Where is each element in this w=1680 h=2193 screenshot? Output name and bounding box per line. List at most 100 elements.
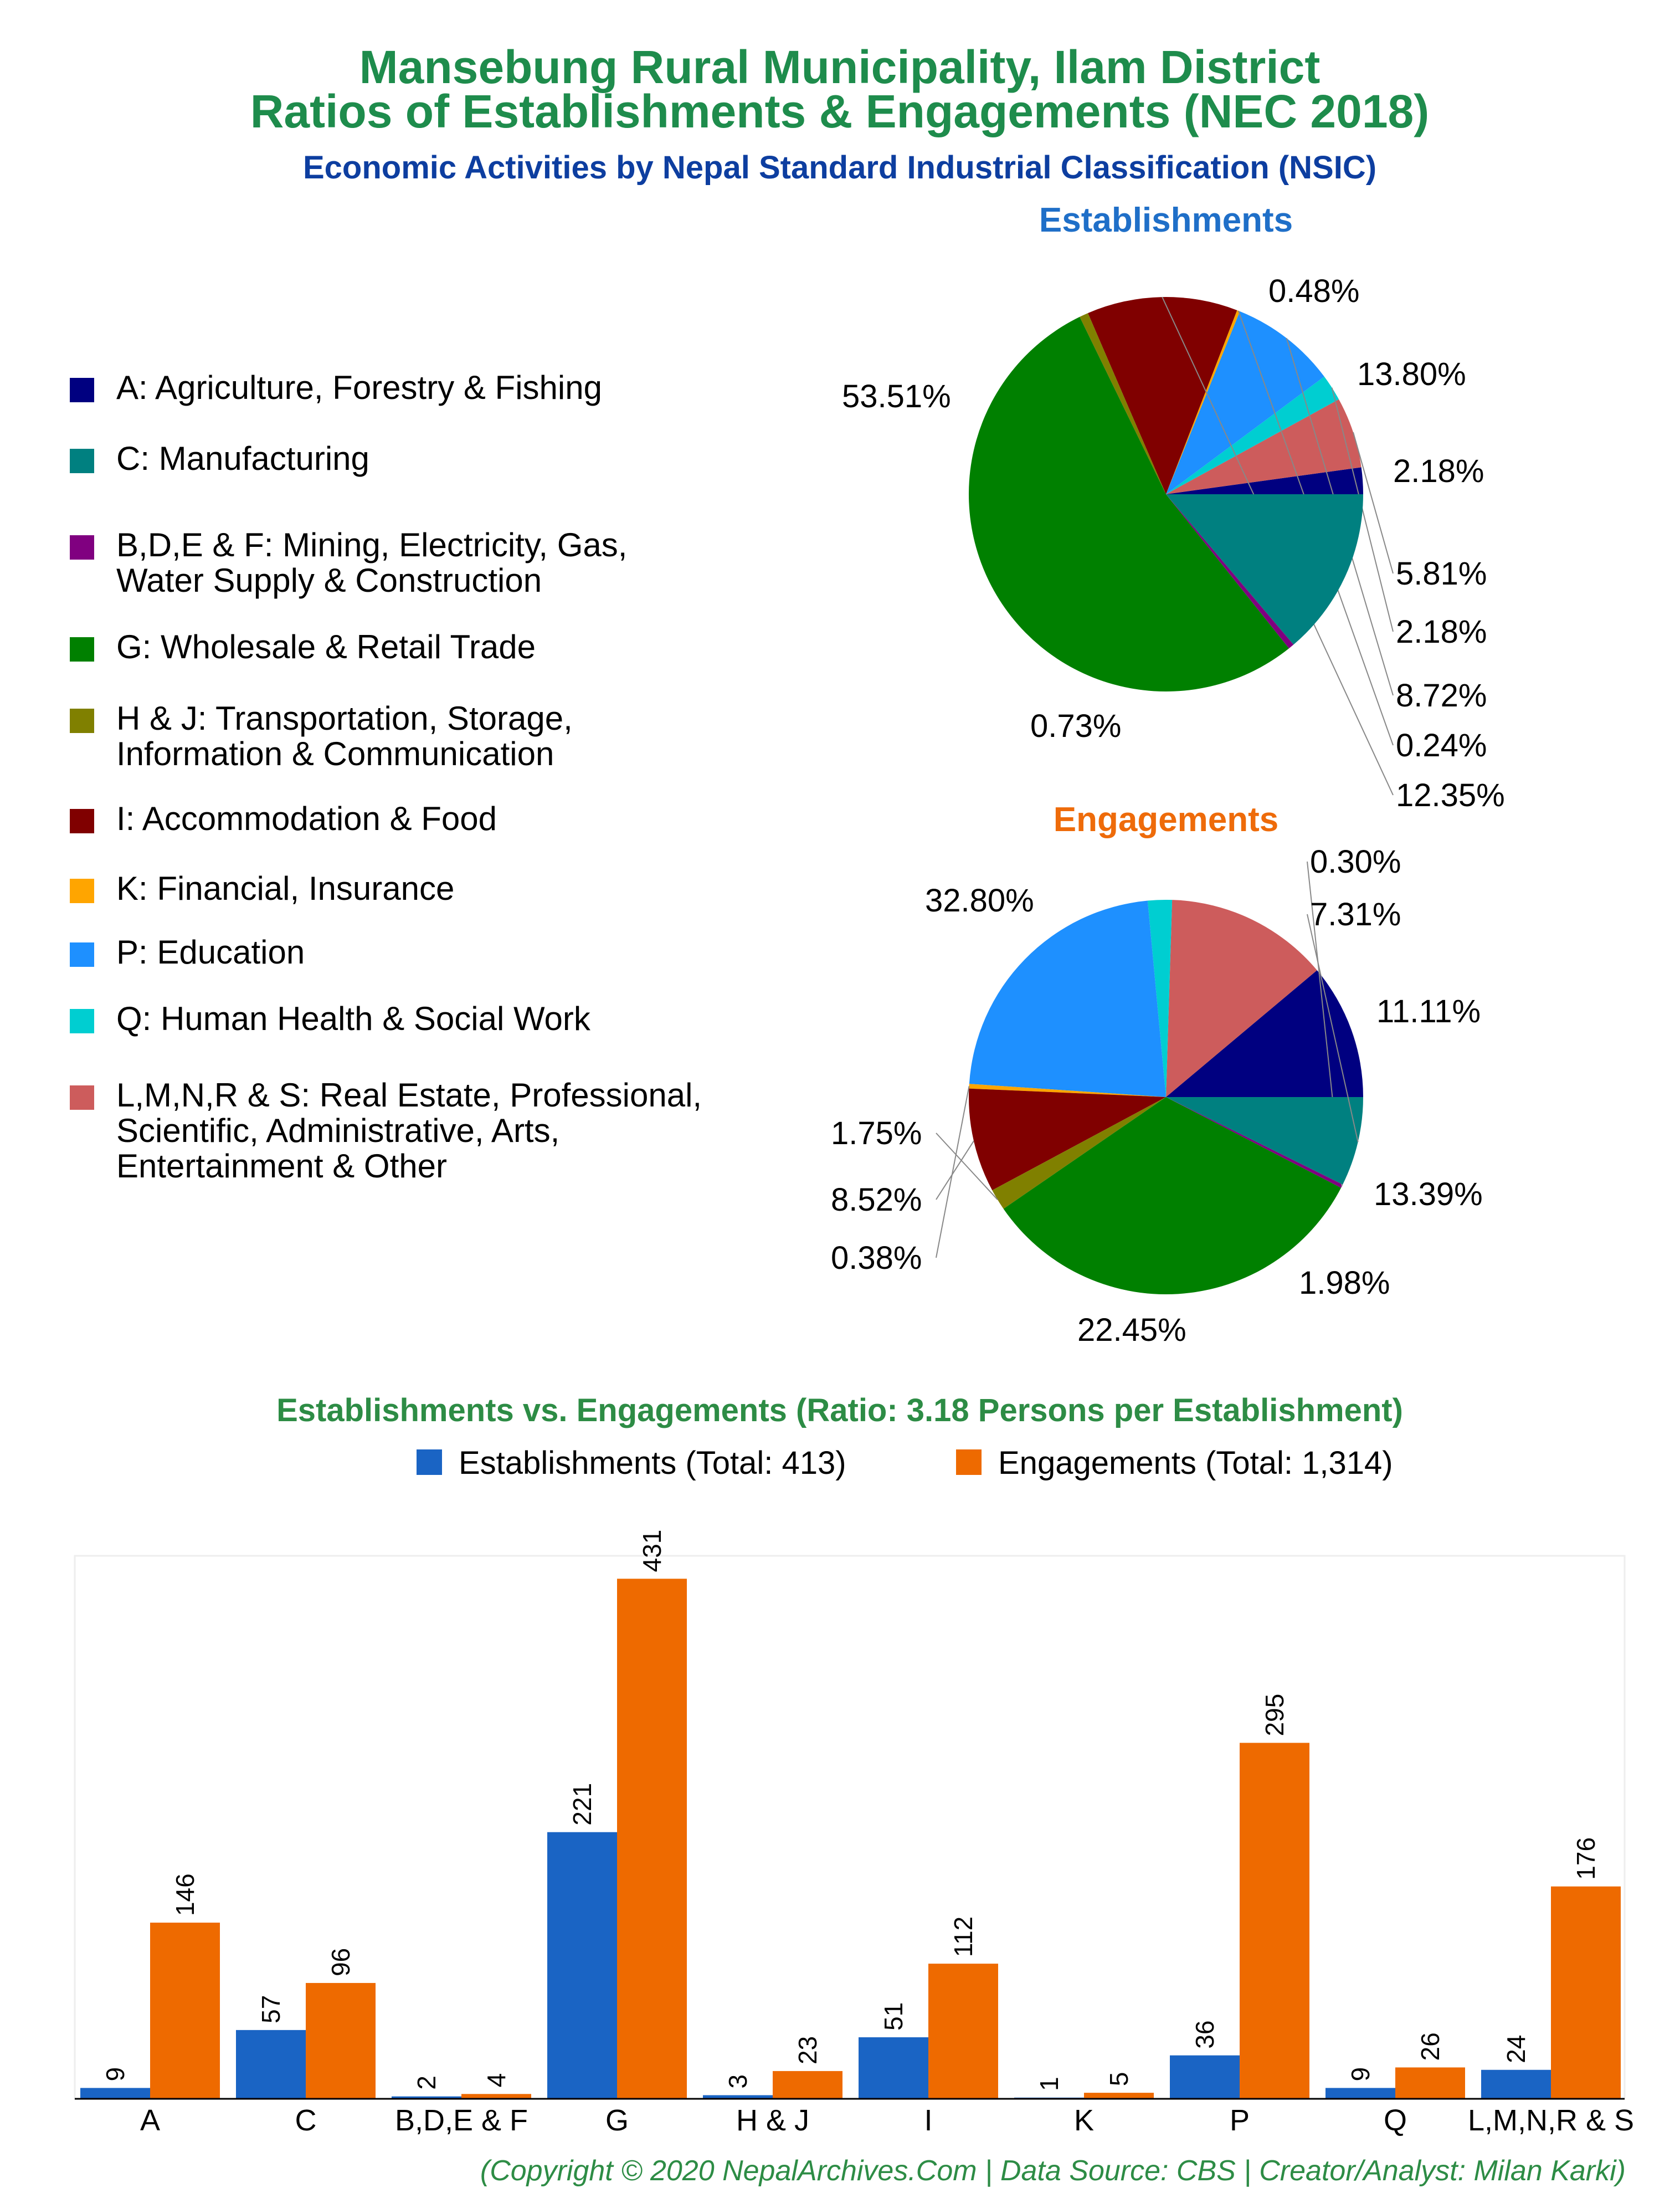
legend-swatch-hj — [70, 709, 94, 733]
title-line-1: Mansebung Rural Municipality, Ilam Distr… — [359, 41, 1321, 93]
establishments-bar — [236, 2030, 306, 2099]
category-tick-label: G — [605, 2104, 629, 2137]
engagements-value-label: 431 — [638, 1530, 666, 1572]
pie-leader-line — [936, 1133, 998, 1200]
legend-label-bdef: Water Supply & Construction — [116, 562, 542, 599]
engagements-value-label: 96 — [326, 1948, 355, 1976]
pie-leader-line — [1307, 914, 1359, 1142]
legend-label-p: P: Education — [116, 934, 305, 971]
establishments-value-label: 24 — [1502, 2035, 1530, 2063]
pie-slice-bdef — [1166, 494, 1294, 649]
pie-label-a: 11.11% — [1376, 993, 1481, 1029]
engagements-bar — [1084, 2093, 1154, 2099]
establishments-value-label: 9 — [1346, 2067, 1375, 2082]
pie-label-a: 2.18% — [1393, 453, 1484, 489]
pie-slice-c — [1166, 1097, 1363, 1185]
legend-label-engagements: Engagements (Total: 1,314) — [998, 1445, 1393, 1481]
copyright: (Copyright © 2020 NepalArchives.Com | Da… — [480, 2155, 1626, 2187]
category-tick-label: H & J — [736, 2104, 809, 2137]
engagements-value-label: 4 — [482, 2073, 511, 2088]
category-tick-label: I — [924, 2104, 932, 2137]
establishments-bar — [392, 2096, 461, 2099]
legend-swatch-bdef — [70, 535, 94, 560]
engagements-pie: 11.11% 13.39% 1.98% 22.45% 0.38% 8.52% 1.75% 32… — [831, 844, 1483, 1348]
establishments-bar — [547, 1832, 617, 2099]
category-tick-label: B,D,E & F — [395, 2104, 528, 2137]
pie-label-lmnrs: 5.81% — [1396, 556, 1487, 592]
engagements-bar — [1240, 1743, 1309, 2099]
legend-label-lmnrs: L,M,N,R & S: Real Estate, Professional, — [116, 1077, 702, 1114]
engagements-bar — [1551, 1886, 1621, 2099]
legend-swatch-i — [70, 809, 94, 833]
legend-label-hj: Information & Communication — [116, 735, 554, 772]
pie-label-lmnrs: 13.39% — [1374, 1176, 1483, 1212]
engagements-bar — [461, 2094, 531, 2099]
pie-slice-c — [1166, 494, 1363, 645]
legend-label-establishments: Establishments (Total: 413) — [459, 1445, 846, 1481]
engagements-bar — [773, 2071, 842, 2099]
pie-slice-q — [1147, 900, 1173, 1097]
legend-swatch-a — [70, 378, 94, 402]
legend-label-lmnrs: Scientific, Administrative, Arts, — [116, 1112, 559, 1149]
pie-label-g: 32.80% — [925, 883, 1034, 919]
pie-slice-q — [1166, 376, 1339, 494]
legend-label-k: K: Financial, Insurance — [116, 870, 454, 907]
category-tick-label: C — [295, 2104, 317, 2137]
pie-slice-a — [1166, 467, 1364, 494]
category-tick-label: L,M,N,R & S — [1468, 2104, 1634, 2137]
establishments-value-label: 36 — [1190, 2020, 1219, 2048]
pie-label-c: 13.80% — [1357, 356, 1466, 392]
pie-label-q: 1.98% — [1299, 1265, 1390, 1301]
establishments-value-label: 1 — [1035, 2077, 1064, 2091]
engagements-pie-title: Engagements — [1054, 801, 1279, 839]
pie-slice-hj — [992, 1097, 1166, 1209]
pie-slice-k — [969, 1084, 1166, 1097]
engagements-value-label: 112 — [949, 1917, 978, 1957]
engagements-value-label: 176 — [1571, 1837, 1600, 1880]
legend-swatch-q — [70, 1009, 94, 1033]
establishments-bar — [1325, 2088, 1395, 2099]
legend-swatch-establishments — [417, 1449, 442, 1475]
pie-label-bdef: 0.30% — [1310, 844, 1401, 880]
legend-swatch-g — [70, 637, 94, 662]
pie-leader-line — [936, 1086, 970, 1258]
engagements-value-label: 295 — [1260, 1694, 1289, 1736]
engagements-bar — [306, 1982, 376, 2099]
category-tick-label: K — [1074, 2104, 1094, 2137]
engagements-bar — [928, 1964, 998, 2099]
legend-label-bdef: B,D,E & F: Mining, Electricity, Gas, — [116, 526, 627, 563]
pie-slice-g — [969, 316, 1289, 692]
legend-label-hj: H & J: Transportation, Storage, — [116, 700, 573, 737]
category-legend: A: Agriculture, Forestry & Fishing C: Man… — [70, 369, 702, 1185]
pie-label-q: 2.18% — [1396, 614, 1487, 650]
pie-label-c: 7.31% — [1310, 896, 1401, 932]
establishments-bar — [1170, 2055, 1240, 2099]
pie-slice-i — [1088, 297, 1237, 494]
category-tick-label: P — [1230, 2104, 1250, 2137]
establishments-value-label: 221 — [568, 1783, 597, 1826]
legend-label-lmnrs: Entertainment & Other — [116, 1147, 447, 1185]
establishments-pie-title: Establishments — [1039, 201, 1293, 239]
establishments-value-label: 3 — [723, 2074, 752, 2089]
engagements-value-label: 146 — [171, 1873, 199, 1916]
pie-label-i: 8.52% — [831, 1182, 922, 1218]
establishments-bar — [703, 2095, 773, 2099]
establishments-value-label: 51 — [879, 2002, 908, 2031]
pie-label-hj: 0.73% — [1030, 708, 1121, 744]
engagements-bar — [150, 1923, 220, 2099]
legend-swatch-lmnrs — [70, 1085, 94, 1110]
pie-slice-lmnrs — [1166, 399, 1362, 494]
legend-swatch-p — [70, 942, 94, 967]
pie-slice-k — [1166, 310, 1240, 494]
category-tick-label: A — [140, 2104, 160, 2137]
pie-label-hj: 1.75% — [831, 1115, 922, 1151]
pie-slice-p — [1166, 311, 1324, 494]
pie-label-k: 0.38% — [831, 1240, 922, 1276]
establishments-bar — [1481, 2069, 1551, 2099]
establishments-bar — [859, 2037, 928, 2099]
pie-leader-line — [1353, 432, 1394, 574]
pie-label-g: 53.51% — [842, 378, 951, 414]
pie-label-p: 22.45% — [1077, 1312, 1186, 1348]
legend-label-c: C: Manufacturing — [116, 440, 369, 477]
